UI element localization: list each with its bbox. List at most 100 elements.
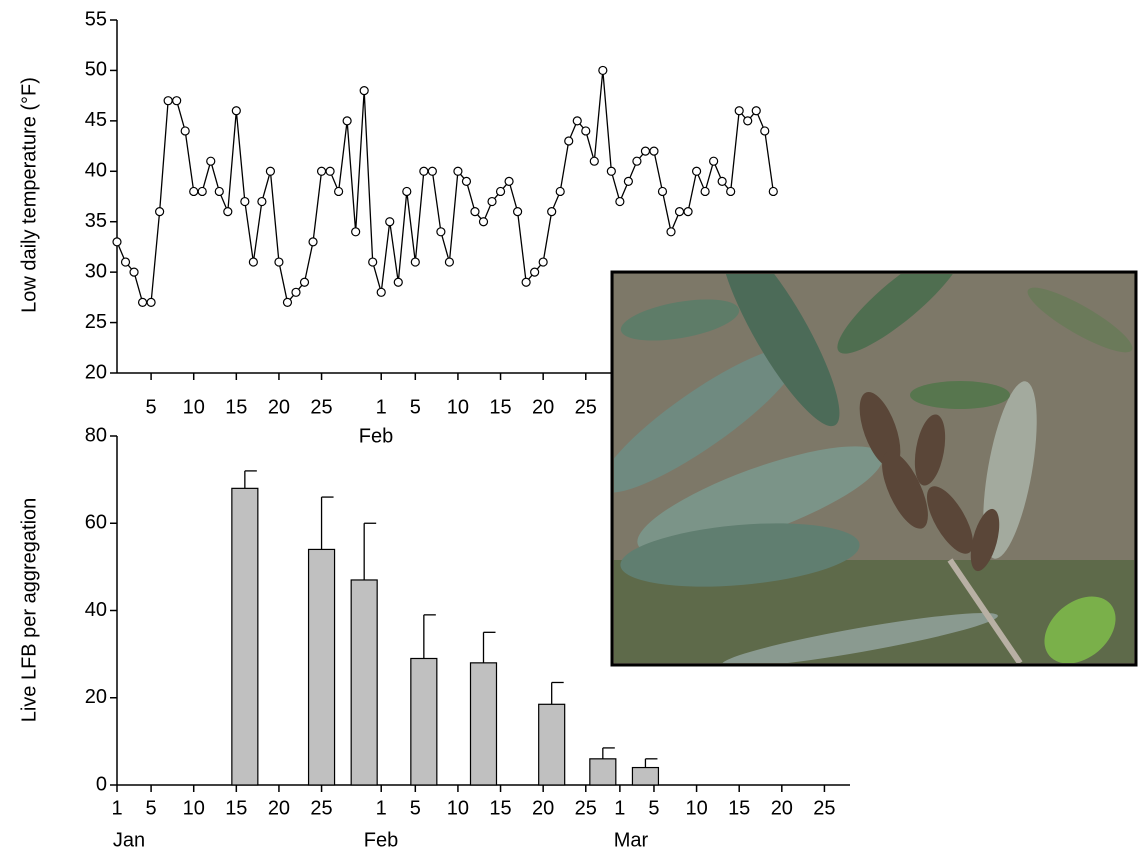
x-tick-label: 1	[111, 797, 122, 819]
point	[556, 187, 564, 195]
point	[565, 137, 573, 145]
month-label: Feb	[359, 425, 393, 447]
x-tick-label: 15	[225, 797, 247, 819]
y-tick-label: 80	[85, 424, 107, 446]
x-tick-label: 10	[447, 797, 469, 819]
point	[164, 97, 172, 105]
point	[599, 66, 607, 74]
y-axis-title: Low daily temperature (°F)	[18, 77, 40, 313]
figure: Low daily temperature (°F)20253035404550…	[0, 0, 1138, 861]
point	[641, 147, 649, 155]
x-tick-label: 5	[410, 797, 421, 819]
temperature-line	[117, 70, 773, 302]
point	[480, 218, 488, 226]
point	[710, 157, 718, 165]
point	[335, 187, 343, 195]
point	[394, 278, 402, 286]
x-tick-label: 1	[376, 797, 387, 819]
point	[693, 167, 701, 175]
y-tick-label: 50	[85, 59, 107, 81]
point	[369, 258, 377, 266]
point	[505, 177, 513, 185]
y-axis-title: Live LFB per aggregation	[18, 498, 40, 723]
point	[761, 127, 769, 135]
point	[130, 268, 138, 276]
point	[411, 258, 419, 266]
point	[727, 187, 735, 195]
point	[454, 167, 462, 175]
point	[156, 208, 164, 216]
x-tick-label: 1	[614, 797, 625, 819]
point	[147, 298, 155, 306]
bar	[411, 658, 437, 785]
photo-content	[586, 222, 1138, 677]
point	[624, 177, 632, 185]
point	[420, 167, 428, 175]
point	[352, 228, 360, 236]
point	[241, 198, 249, 206]
point	[309, 238, 317, 246]
y-tick-label: 55	[85, 8, 107, 30]
point	[343, 117, 351, 125]
photo	[586, 222, 1138, 677]
point	[522, 278, 530, 286]
point	[752, 107, 760, 115]
point	[514, 208, 522, 216]
point	[139, 298, 147, 306]
point	[266, 167, 274, 175]
x-tick-label: 5	[410, 396, 421, 418]
x-tick-label: 25	[813, 797, 835, 819]
point	[283, 298, 291, 306]
point	[198, 187, 206, 195]
point	[488, 198, 496, 206]
point	[224, 208, 232, 216]
y-tick-label: 0	[96, 773, 107, 795]
bar	[232, 488, 258, 785]
x-tick-label: 25	[575, 797, 597, 819]
point	[769, 187, 777, 195]
point	[471, 208, 479, 216]
point	[207, 157, 215, 165]
month-label: Feb	[364, 829, 398, 851]
x-tick-label: 15	[728, 797, 750, 819]
point	[232, 107, 240, 115]
point	[573, 117, 581, 125]
point	[386, 218, 394, 226]
point	[582, 127, 590, 135]
point	[744, 117, 752, 125]
x-tick-label: 5	[146, 396, 157, 418]
point	[258, 198, 266, 206]
point	[326, 167, 334, 175]
x-tick-label: 15	[225, 396, 247, 418]
x-tick-label: 25	[310, 396, 332, 418]
point	[190, 187, 198, 195]
point	[607, 167, 615, 175]
point	[684, 208, 692, 216]
point	[181, 127, 189, 135]
point	[377, 288, 385, 296]
point	[676, 208, 684, 216]
point	[497, 187, 505, 195]
point	[701, 187, 709, 195]
x-tick-label: 10	[183, 396, 205, 418]
y-tick-label: 20	[85, 686, 107, 708]
bar	[351, 580, 377, 785]
x-tick-label: 20	[532, 396, 554, 418]
y-tick-label: 25	[85, 311, 107, 333]
x-tick-label: 20	[268, 797, 290, 819]
point	[462, 177, 470, 185]
x-tick-label: 20	[771, 797, 793, 819]
point	[633, 157, 641, 165]
x-tick-label: 25	[310, 797, 332, 819]
point	[539, 258, 547, 266]
x-tick-label: 1	[376, 396, 387, 418]
point	[718, 177, 726, 185]
point	[113, 238, 121, 246]
point	[616, 198, 624, 206]
point	[122, 258, 130, 266]
x-tick-label: 10	[183, 797, 205, 819]
point	[215, 187, 223, 195]
y-tick-label: 40	[85, 599, 107, 621]
x-tick-label: 20	[532, 797, 554, 819]
y-tick-label: 40	[85, 160, 107, 182]
